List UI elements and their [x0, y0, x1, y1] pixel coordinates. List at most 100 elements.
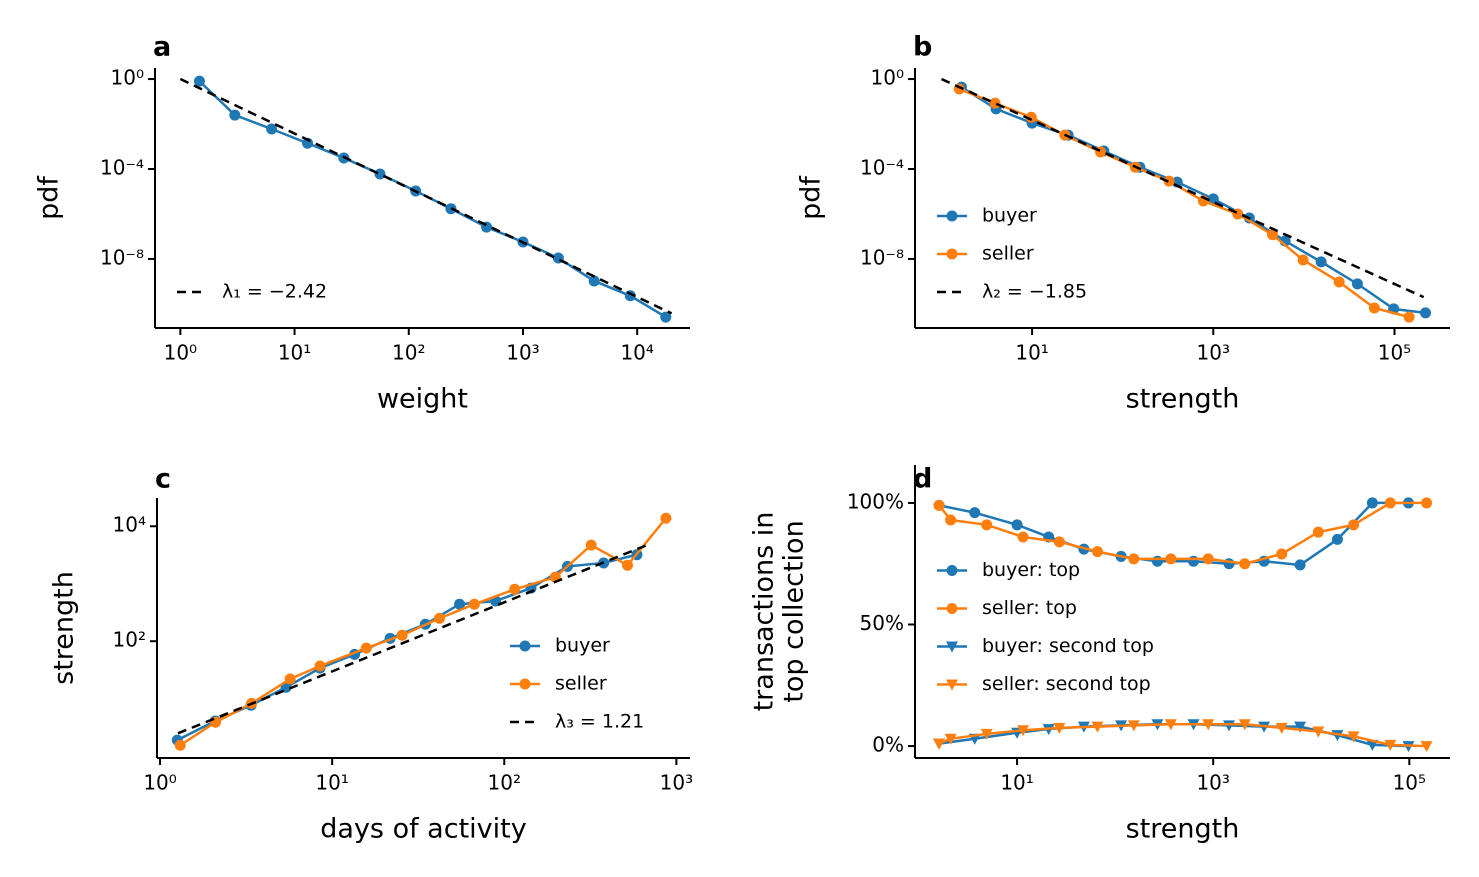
legend-label: seller: top [982, 597, 1077, 619]
point [1366, 497, 1378, 509]
x-tick-label: 10³ [660, 771, 693, 795]
point [1163, 175, 1175, 187]
y-tick-label: 10⁴ [113, 513, 146, 537]
point [1202, 719, 1215, 731]
point [1239, 558, 1251, 570]
x-tick-label: 10³ [1197, 341, 1230, 365]
y-axis-label: pdf [796, 175, 827, 220]
series-line [960, 86, 1426, 315]
point [660, 512, 672, 524]
point [1276, 548, 1288, 560]
point [1384, 739, 1397, 751]
panel-label: d [913, 464, 932, 495]
x-tick-label: 10⁰ [164, 341, 197, 365]
fit-line [177, 542, 652, 735]
point [314, 660, 326, 672]
point [621, 559, 633, 571]
point [588, 275, 600, 287]
point [1266, 229, 1278, 241]
legend-label: λ₁ = −2.42 [222, 281, 327, 303]
series-line [938, 501, 1427, 565]
point [1348, 519, 1360, 531]
y-tick-label: 10⁻⁸ [100, 245, 144, 269]
legend-label: buyer [555, 635, 610, 657]
series-line [198, 80, 667, 319]
point [989, 97, 1001, 109]
point [1165, 553, 1177, 565]
point [509, 583, 521, 595]
point [585, 539, 597, 551]
point [1403, 311, 1415, 323]
legend-label: λ₃ = 1.21 [555, 711, 644, 733]
legend-marker [946, 565, 958, 576]
point [1331, 533, 1343, 545]
panel-label: c [155, 464, 171, 495]
y-tick-label: 10⁻⁸ [860, 245, 904, 269]
x-axis-label: strength [1126, 814, 1240, 845]
legend-marker [946, 641, 958, 653]
point [360, 642, 372, 654]
y-axis-label: top collection [779, 520, 810, 702]
point [266, 123, 278, 135]
legend-label: buyer: top [982, 559, 1080, 581]
y-axis-label: pdf [34, 175, 65, 220]
point [1421, 497, 1433, 509]
point [660, 311, 672, 323]
y-tick-label: 10⁻⁴ [860, 155, 904, 179]
point [969, 507, 981, 519]
x-tick-label: 10⁵ [1378, 341, 1411, 365]
x-tick-label: 10² [392, 341, 425, 365]
y-tick-label: 10² [113, 628, 146, 652]
point [1315, 256, 1327, 268]
x-tick-label: 10² [488, 771, 521, 795]
point [1297, 254, 1309, 266]
x-tick-label: 10³ [506, 341, 539, 365]
point [284, 673, 296, 685]
series-line [958, 87, 1410, 319]
legend-label: buyer [982, 205, 1037, 227]
y-axis-label: strength [49, 571, 80, 685]
x-axis-label: strength [1126, 384, 1240, 415]
y-axis-label: transactions in [749, 512, 780, 712]
point [1384, 497, 1396, 509]
x-tick-label: 10¹ [1000, 771, 1033, 795]
x-tick-label: 10³ [1196, 771, 1229, 795]
legend-label: seller [555, 673, 607, 695]
legend-marker [519, 678, 531, 690]
point [193, 75, 205, 87]
point [374, 168, 386, 180]
point [945, 514, 957, 526]
point [933, 499, 945, 511]
panel-label: a [153, 32, 171, 63]
point [454, 598, 466, 610]
x-axis-label: days of activity [320, 814, 526, 845]
y-tick-label: 10⁰ [111, 66, 144, 90]
y-tick-label: 10⁻⁴ [100, 155, 144, 179]
point [1420, 307, 1432, 319]
x-axis-label: weight [377, 384, 468, 415]
fit-line [940, 77, 1425, 299]
x-tick-label: 10⁴ [620, 341, 653, 365]
point [1053, 536, 1065, 548]
point [1202, 553, 1214, 565]
x-tick-label: 10⁰ [143, 771, 176, 795]
point [1351, 278, 1363, 290]
point [1127, 720, 1140, 732]
point [1151, 555, 1163, 567]
point [1294, 559, 1306, 571]
point [981, 519, 993, 531]
point [210, 716, 222, 728]
fit-line [179, 77, 673, 315]
legend-marker [946, 603, 958, 614]
y-tick-label: 100% [847, 489, 904, 513]
x-tick-label: 10⁵ [1393, 771, 1426, 795]
legend-marker [946, 679, 958, 691]
point [1207, 193, 1219, 205]
point [933, 738, 946, 750]
point [1420, 741, 1433, 753]
point [1128, 553, 1140, 565]
point [174, 739, 186, 751]
y-tick-label: 0% [872, 733, 904, 757]
legend-label: buyer: second top [982, 635, 1154, 657]
legend-label: λ₂ = −1.85 [982, 281, 1087, 303]
